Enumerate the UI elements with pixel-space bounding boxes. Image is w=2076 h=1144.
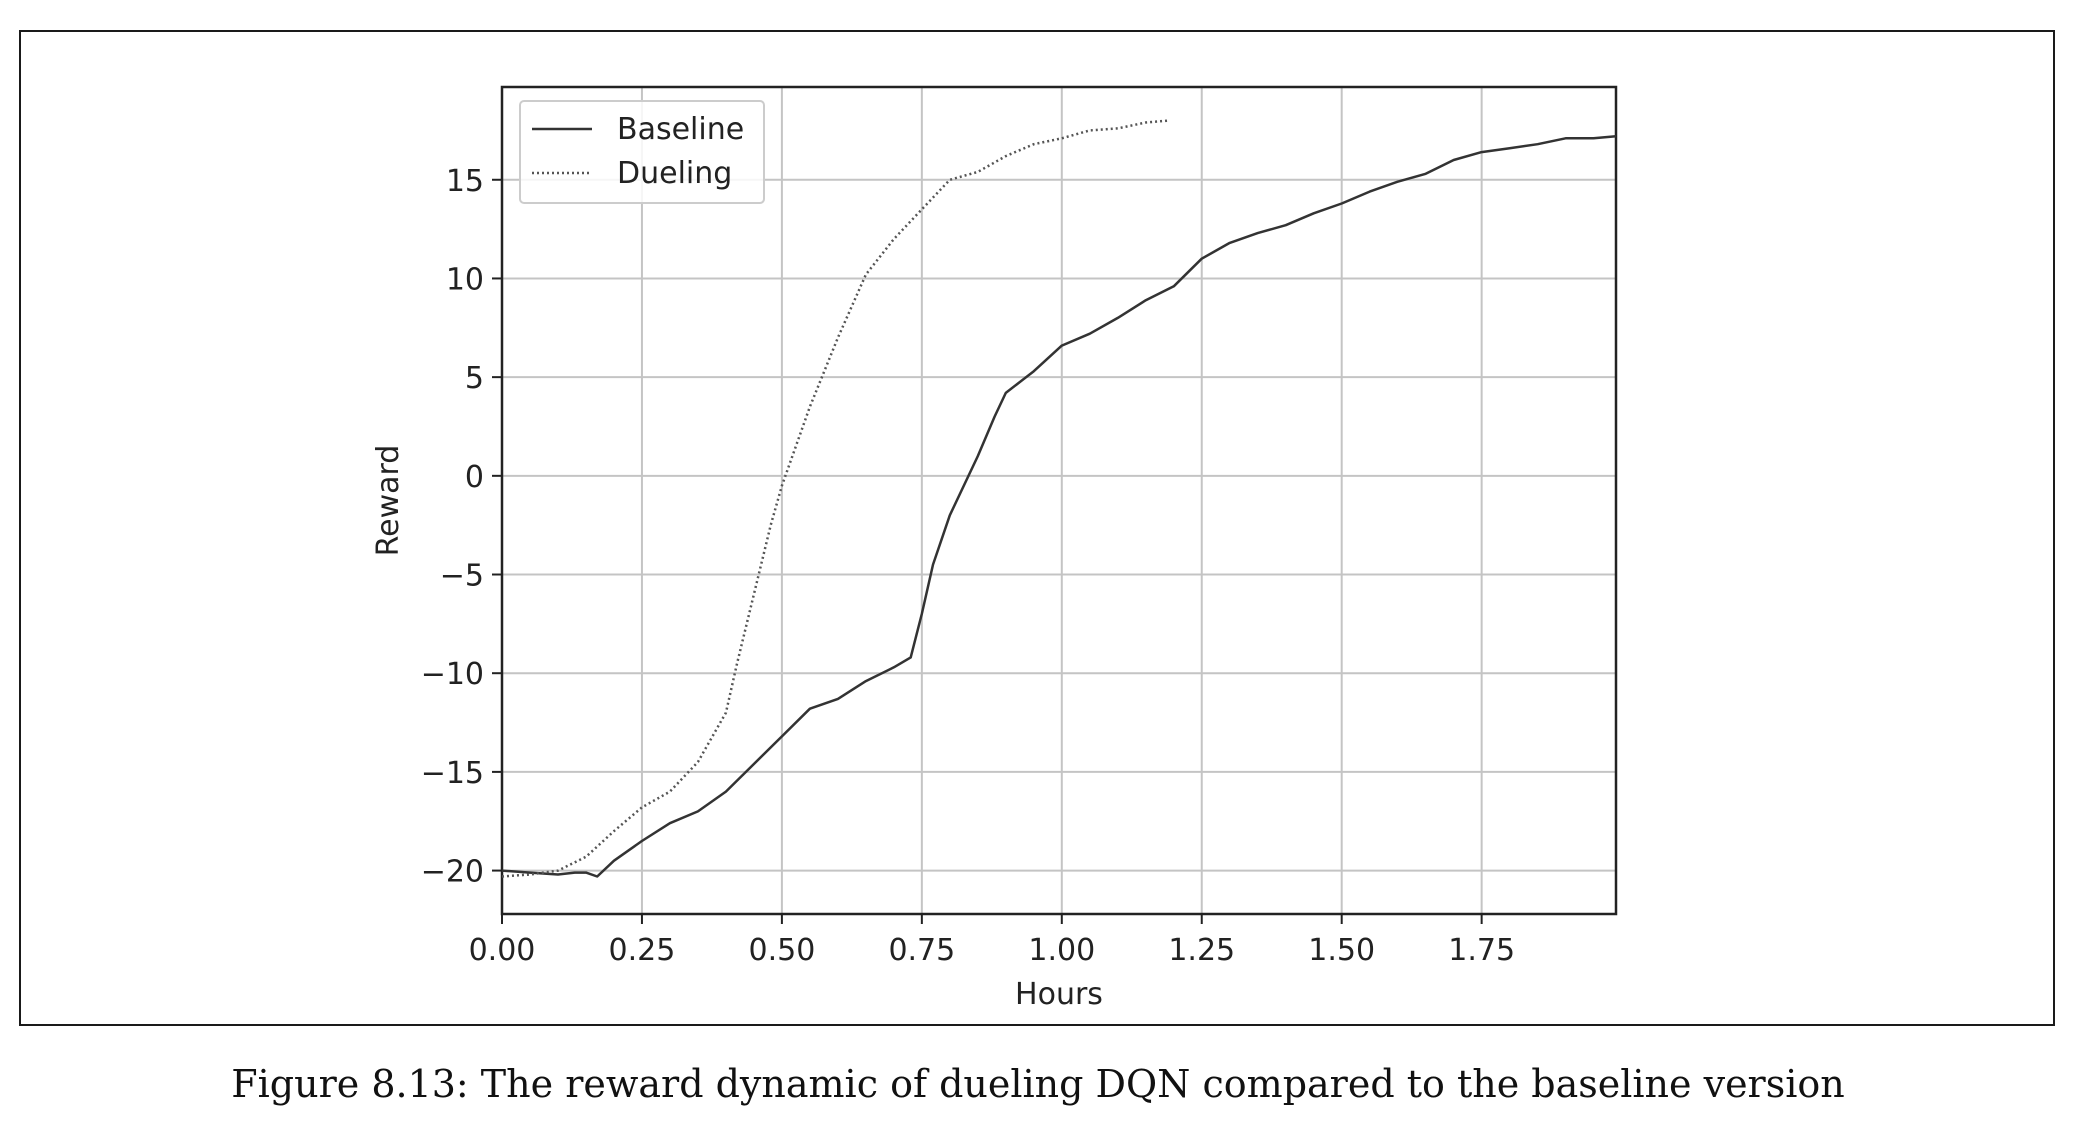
legend: Baseline Dueling — [519, 100, 765, 204]
x-axis-label: Hours — [1015, 977, 1103, 1012]
x-tick-label: 1.50 — [1308, 933, 1375, 968]
y-tick-label: 10 — [446, 262, 484, 297]
y-axis-label: Reward — [371, 445, 406, 557]
y-tick-label: −15 — [421, 756, 484, 791]
x-tick-label: 1.00 — [1028, 933, 1095, 968]
series-line-dueling — [501, 119, 1169, 878]
figure-caption: Figure 8.13: The reward dynamic of dueli… — [231, 1062, 1845, 1106]
y-tick-label: −5 — [440, 559, 484, 594]
y-tick-label: −10 — [421, 657, 484, 692]
plot-area-frame — [500, 85, 1618, 916]
x-tick-label: 0.00 — [469, 933, 536, 968]
x-tick-label: 0.50 — [749, 933, 816, 968]
y-tick-label: 15 — [446, 164, 484, 199]
x-tick-label: 1.25 — [1168, 933, 1235, 968]
x-tick-label: 0.25 — [609, 933, 676, 968]
x-tick-label: 0.75 — [888, 933, 955, 968]
x-tick-label: 1.75 — [1448, 933, 1515, 968]
axis-ticks: 0.00 0.25 0.50 0.75 1.00 1.25 1.50 1.75 −20 −15 −1… — [421, 164, 1515, 968]
grid-lines — [501, 87, 1616, 914]
y-tick-label: 5 — [465, 361, 484, 396]
y-tick-label: 0 — [465, 460, 484, 495]
y-tick-label: −20 — [421, 855, 484, 890]
legend-label-baseline: Baseline — [617, 112, 744, 147]
figure-frame — [19, 30, 2055, 1026]
legend-label-dueling: Dueling — [617, 156, 732, 191]
series-lines — [501, 119, 1617, 878]
legend-box — [519, 100, 765, 204]
series-line-baseline — [501, 135, 1617, 878]
